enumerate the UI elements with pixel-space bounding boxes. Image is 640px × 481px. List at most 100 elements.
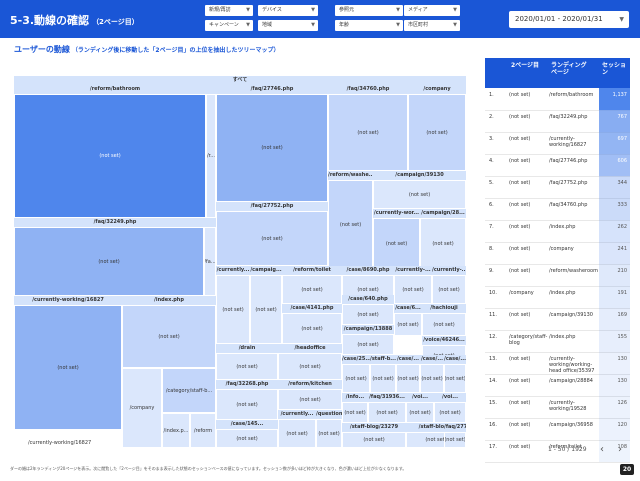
treemap-cell[interactable]: (not set) [216, 429, 278, 448]
treemap-cell[interactable]: (not set) [216, 211, 328, 266]
treemap-cell[interactable]: (not set) [316, 419, 342, 448]
filter-dropdown[interactable]: キャンペーン ▼ [205, 20, 253, 31]
treemap-cell[interactable]: (not set) [14, 305, 122, 430]
treemap-group[interactable]: /headoffice (not set) [278, 344, 342, 380]
treemap-cell[interactable]: (not set) [342, 334, 394, 355]
treemap-group[interactable]: /case/145... (not set) [216, 420, 278, 448]
treemap-cell[interactable]: (not set) [278, 419, 316, 448]
table-row[interactable]: 15. (not set) /currently-working/19528 126 [485, 396, 630, 419]
treemap-cell[interactable]: (not set) [282, 275, 342, 304]
treemap-group[interactable]: /currently-... (not set) [432, 266, 466, 304]
treemap-group[interactable]: /reform/washe... (not set) [328, 171, 373, 269]
table-row[interactable]: 17. (not set) /reform/toilet 108 [485, 440, 630, 463]
table-row[interactable]: 8. (not set) /company 241 [485, 242, 630, 265]
treemap-cell[interactable]: (not set) [408, 94, 466, 171]
filter-dropdown[interactable]: 地域 ▼ [258, 20, 318, 31]
treemap-cell[interactable]: (not set) [328, 94, 408, 171]
treemap-group[interactable]: /hachiouji (not set) [422, 304, 466, 336]
table-row[interactable]: 16. (not set) /campaign/36958 120 [485, 418, 630, 441]
filter-dropdown[interactable]: 参照元 ▼ [335, 5, 403, 16]
table-row[interactable]: 7. (not set) /index.php 262 [485, 220, 630, 243]
col-header-sessions[interactable]: セッション [602, 62, 627, 76]
table-row[interactable]: 4. (not set) /faq/27746.php 606 [485, 154, 630, 177]
filter-dropdown[interactable]: 市区町村 ▼ [404, 20, 460, 31]
filter-dropdown[interactable]: 新規/再訪 ▼ [205, 5, 253, 16]
treemap-cell[interactable]: (not set) [216, 94, 328, 202]
treemap-group[interactable]: /staff-b... (not set) [370, 355, 396, 393]
treemap-group[interactable]: /case/6... (not set) [394, 304, 422, 336]
treemap[interactable]: すべて /reform/bathroom (not set)/r.../faq/2… [14, 76, 466, 448]
treemap-group[interactable]: /voi... (not set) [406, 393, 434, 423]
treemap-cell[interactable]: (not set) [444, 432, 466, 448]
treemap-group[interactable]: /reform/bathroom (not set)/r... [14, 85, 216, 218]
next-page-button[interactable]: › [618, 444, 622, 455]
treemap-group[interactable]: /case/25... (not set) [342, 355, 370, 393]
date-range-picker[interactable]: 2020/01/01 - 2020/01/31 ▼ [509, 11, 629, 28]
table-row[interactable]: 14. (not set) /campaign/28884 130 [485, 374, 630, 397]
treemap-cell[interactable]: (not set) [420, 364, 444, 393]
treemap-group[interactable]: /reform/kitchen (not set) [278, 380, 342, 410]
treemap-cell[interactable]: (not set) [373, 180, 466, 209]
treemap-group[interactable]: /campaign/13888 (not set) [342, 325, 394, 355]
treemap-cell[interactable]: (not set) [282, 313, 342, 344]
treemap-group[interactable]: /faq/32268.php (not set) [216, 380, 278, 420]
table-row[interactable]: 11. (not set) /campaign/39130 169 [485, 308, 630, 331]
treemap-cell[interactable]: (not set) [278, 389, 342, 410]
treemap-cell[interactable]: /r... [206, 94, 216, 218]
treemap-group[interactable]: /campaign/39130 (not set) [373, 171, 466, 209]
treemap-cell[interactable]: (not set) [444, 364, 466, 393]
treemap-group[interactable]: /case/4141.php (not set) [282, 304, 342, 344]
treemap-group[interactable]: /staff-blog/23279 (not set) [342, 423, 406, 448]
treemap-cell[interactable]: (not set) [394, 313, 422, 336]
treemap-group[interactable]: /faq/27746.php (not set) [216, 85, 328, 202]
treemap-group[interactable]: /question (not set) [316, 410, 342, 448]
treemap-cell[interactable]: (not set) [328, 180, 373, 269]
treemap-cell[interactable]: /reform [190, 413, 216, 448]
table-row[interactable]: 12. /category/staff-blog/index.php 155 [485, 330, 630, 353]
treemap-group[interactable]: /campaig... (not set) [250, 266, 282, 344]
treemap-cell[interactable]: (not set) [422, 313, 466, 336]
col-header-second-page[interactable]: 2ページ目 [511, 62, 540, 69]
filter-dropdown[interactable]: デバイス ▼ [258, 5, 318, 16]
treemap-cell[interactable]: (not set) [368, 402, 406, 423]
treemap-group[interactable]: /currently-working/16827 (not set)/curren… [14, 296, 122, 448]
treemap-group[interactable]: /drain (not set) [216, 344, 278, 380]
treemap-group[interactable]: /currently... (not set) [278, 410, 316, 448]
treemap-cell[interactable]: (not set) [432, 275, 466, 304]
treemap-cell[interactable]: (not set) [122, 305, 216, 368]
treemap-group[interactable]: /case/640.php (not set) [342, 295, 394, 325]
treemap-cell[interactable]: (not set) [396, 364, 420, 393]
treemap-cell[interactable]: (not set) [434, 402, 466, 423]
treemap-cell[interactable]: (not set) [394, 275, 432, 304]
treemap-cell[interactable]: (not set) [14, 227, 204, 296]
treemap-group[interactable]: /faq/34760.php (not set) [328, 85, 408, 171]
treemap-group[interactable]: /case/... (not set) [396, 355, 420, 393]
prev-page-button[interactable]: ‹ [600, 444, 604, 455]
treemap-cell[interactable]: /fa... [204, 227, 216, 296]
treemap-group[interactable]: /currently-... (not set) [394, 266, 432, 304]
table-row[interactable]: 2. (not set) /faq/32249.php 767 [485, 110, 630, 133]
treemap-group[interactable]: /reform/toilet (not set) [282, 266, 342, 304]
treemap-group[interactable]: /voi... (not set) [434, 393, 466, 423]
treemap-group[interactable]: /faq/31936... (not set) [368, 393, 406, 423]
treemap-cell[interactable]: /category/staff-b... [162, 368, 216, 413]
treemap-cell[interactable]: /company [122, 368, 162, 448]
filter-dropdown[interactable]: メディア ▼ [404, 5, 460, 16]
treemap-group[interactable]: /currently-wor... (not set) [373, 209, 420, 269]
treemap-cell[interactable]: (not set) [216, 389, 278, 420]
treemap-cell[interactable]: (not set) [406, 402, 434, 423]
table-row[interactable]: 1. (not set) /reform/bathroom 1,137 [485, 88, 630, 111]
treemap-group[interactable]: /company (not set) [408, 85, 466, 171]
treemap-group[interactable]: /currently... (not set) [216, 266, 250, 344]
table-row[interactable]: 10. /company/index.php 191 [485, 286, 630, 309]
treemap-group[interactable]: /faq/27752.php (not set) [216, 202, 328, 266]
treemap-cell[interactable]: (not set) [342, 402, 368, 423]
filter-dropdown[interactable]: 年齢 ▼ [335, 20, 403, 31]
treemap-group[interactable]: /info... (not set) [342, 393, 368, 423]
treemap-cell[interactable]: /index.p... [162, 413, 190, 448]
col-header-landing-page[interactable]: ランディング ページ [551, 62, 587, 76]
table-row[interactable]: 3. (not set) /currently-working/16827 697 [485, 132, 630, 155]
treemap-cell[interactable]: (not set) [14, 94, 206, 218]
table-row[interactable]: 6. (not set) /faq/34760.php 333 [485, 198, 630, 221]
treemap-group[interactable]: /faq/2772...(not set) [444, 423, 466, 448]
